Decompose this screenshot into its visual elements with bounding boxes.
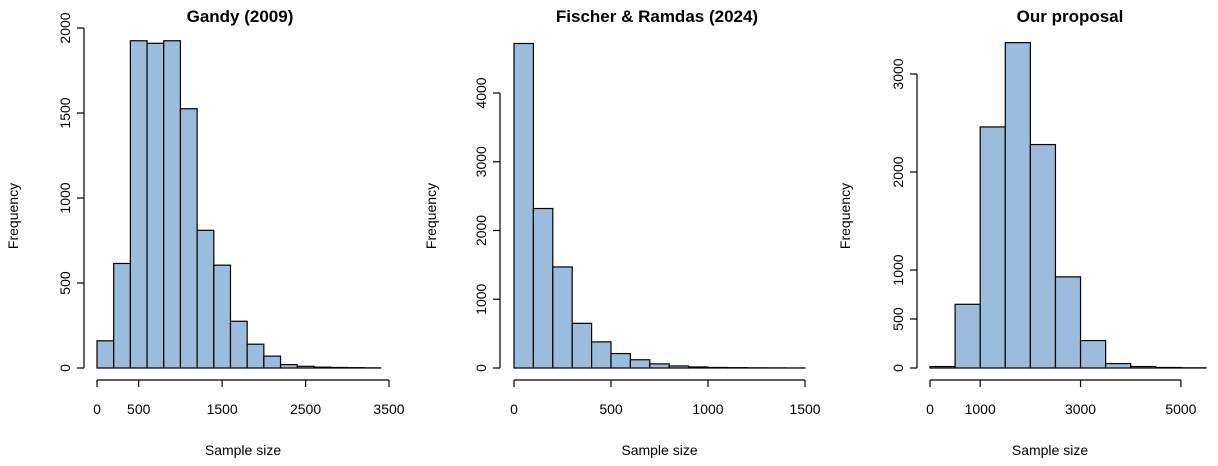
histogram-bar [707, 366, 728, 369]
x-tick-label: 2500 [290, 401, 321, 417]
chart-title: Gandy (2009) [187, 7, 294, 26]
y-axis-label: Frequency [837, 183, 853, 249]
histogram-bar [571, 322, 593, 369]
x-tick-label: 3500 [373, 401, 404, 417]
histogram-bar [246, 343, 265, 369]
histogram-bar [687, 366, 709, 369]
histogram-bar [163, 40, 182, 369]
x-tick-label: 1000 [692, 401, 723, 417]
x-tick-label: 3000 [1065, 401, 1096, 417]
histogram-bar [330, 366, 348, 369]
x-axis-label: Sample size [621, 442, 697, 458]
histogram-bar [263, 355, 282, 369]
x-axis-label: Sample size [205, 442, 281, 458]
histogram-bar [179, 108, 198, 369]
y-tick-label: 1500 [57, 97, 73, 128]
y-axis-label: Frequency [5, 183, 21, 249]
histogram-bar [229, 320, 248, 369]
chart-title: Fischer & Ramdas (2024) [556, 7, 758, 26]
panel-our-proposal: Our proposal 0 500 1000 2000 3000 0 1000 3000 500… [837, 7, 1207, 458]
y-tick-label: 3000 [473, 146, 489, 177]
histogram-bar [296, 365, 315, 369]
histogram-bar [196, 229, 215, 369]
histogram-bar [954, 303, 981, 369]
x-tick-label: 500 [127, 401, 151, 417]
histogram-bar [1079, 339, 1107, 369]
x-tick-label: 5000 [1165, 401, 1196, 417]
x-axis-label: Sample size [1012, 442, 1088, 458]
panel-fischer-ramdas-2024: Fischer & Ramdas (2024) 0 1000 2000 3000 4000… [423, 7, 821, 458]
y-tick-label: 4000 [473, 77, 489, 108]
histogram-bar [1130, 365, 1157, 369]
y-tick-label: 2000 [473, 215, 489, 246]
y-axis-label: Frequency [423, 183, 439, 249]
histogram-bar [929, 365, 956, 369]
histogram-bar [590, 341, 612, 369]
x-tick-label: 1500 [207, 401, 238, 417]
x-tick-label: 500 [599, 401, 623, 417]
y-tick-label: 0 [890, 364, 906, 372]
histogram-bar [96, 340, 115, 369]
histogram-bar [1029, 143, 1057, 369]
x-tick-label: 0 [926, 401, 934, 417]
histogram-bar [649, 363, 670, 369]
histogram-bar [513, 42, 534, 369]
histogram-bar [629, 359, 651, 369]
y-tick-label: 0 [57, 364, 73, 372]
histogram-bar [1054, 276, 1082, 369]
y-tick-label: 1000 [57, 182, 73, 213]
y-tick-label: 500 [57, 271, 73, 295]
histogram-bar [113, 262, 131, 369]
histogram-bar [979, 126, 1006, 369]
panel-gandy-2009: Gandy (2009) 0 500 1000 1500 2000 0 500 1500 2500… [5, 7, 405, 458]
histogram-bar [668, 365, 690, 369]
y-tick-label: 1000 [890, 254, 906, 285]
histogram-bar [1004, 42, 1031, 369]
histogram-bar [610, 352, 631, 369]
histogram-bar [279, 364, 298, 369]
x-tick-label: 0 [93, 401, 101, 417]
x-tick-label: 0 [510, 401, 518, 417]
histogram-bar [146, 42, 165, 369]
x-tick-label: 1500 [789, 401, 820, 417]
y-tick-label: 2000 [57, 12, 73, 43]
histogram-bar [213, 264, 232, 369]
histogram-bar [1105, 362, 1132, 369]
chart-title: Our proposal [1017, 7, 1124, 26]
histogram-bar [313, 366, 332, 369]
y-tick-label: 0 [473, 364, 489, 372]
y-tick-label: 3000 [890, 58, 906, 89]
histogram-bar [552, 266, 573, 369]
y-tick-label: 1000 [473, 283, 489, 314]
histogram-bar [532, 207, 554, 369]
x-tick-label: 1000 [965, 401, 996, 417]
y-tick-label: 2000 [890, 156, 906, 187]
histogram-bar [129, 40, 148, 369]
y-tick-label: 500 [890, 307, 906, 331]
